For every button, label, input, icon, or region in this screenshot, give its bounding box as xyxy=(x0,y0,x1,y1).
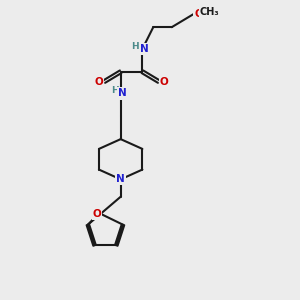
Text: O: O xyxy=(93,209,101,219)
Text: H: H xyxy=(111,86,118,95)
Text: CH₃: CH₃ xyxy=(200,7,220,17)
Text: N: N xyxy=(116,174,125,184)
Text: O: O xyxy=(160,76,169,86)
Text: O: O xyxy=(94,76,103,86)
Text: H: H xyxy=(131,42,139,51)
Text: O: O xyxy=(194,9,203,19)
Text: N: N xyxy=(118,88,127,98)
Text: N: N xyxy=(140,44,148,54)
